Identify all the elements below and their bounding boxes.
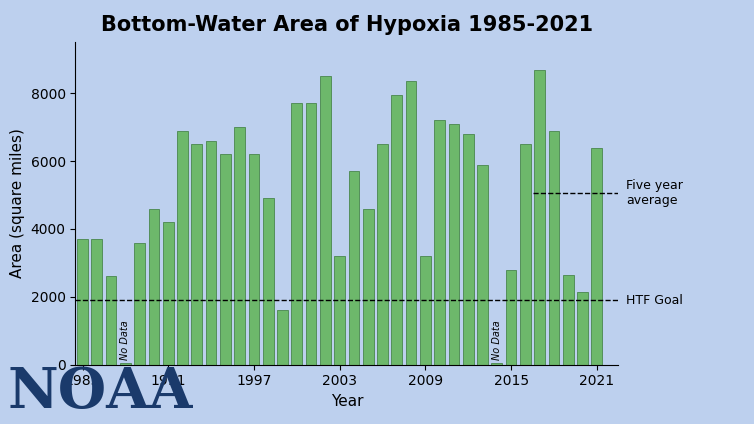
Text: Five year
average: Five year average [626,179,682,207]
Bar [192,144,202,365]
Bar [249,154,259,365]
Y-axis label: Area (square miles): Area (square miles) [10,128,25,279]
Text: NOAA: NOAA [8,365,193,420]
Bar [363,209,374,365]
Bar [477,165,488,365]
Text: HTF Goal: HTF Goal [626,294,682,307]
Bar [578,292,588,365]
Bar [406,81,416,365]
Bar [277,310,288,365]
Bar [348,171,360,365]
Bar [492,363,502,365]
Bar [520,144,531,365]
Bar [149,209,159,365]
Title: Bottom-Water Area of Hypoxia 1985-2021: Bottom-Water Area of Hypoxia 1985-2021 [101,15,593,35]
Bar [77,239,88,365]
Bar [134,243,145,365]
Bar [449,124,459,365]
Bar [391,95,402,365]
X-axis label: Year: Year [330,394,363,409]
Bar [234,127,245,365]
Bar [549,131,559,365]
Bar [120,363,130,365]
Bar [591,148,602,365]
Bar [106,276,116,365]
Bar [206,141,216,365]
Bar [377,144,388,365]
Bar [535,70,545,365]
Bar [434,120,445,365]
Bar [91,239,103,365]
Bar [220,154,231,365]
Bar [420,256,431,365]
Bar [334,256,345,365]
Bar [563,275,574,365]
Bar [306,103,317,365]
Bar [506,270,516,365]
Text: No Data: No Data [121,320,130,360]
Bar [163,222,173,365]
Bar [320,76,331,365]
Text: No Data: No Data [492,320,502,360]
Bar [263,198,274,365]
Bar [177,131,188,365]
Bar [463,134,474,365]
Bar [292,103,302,365]
